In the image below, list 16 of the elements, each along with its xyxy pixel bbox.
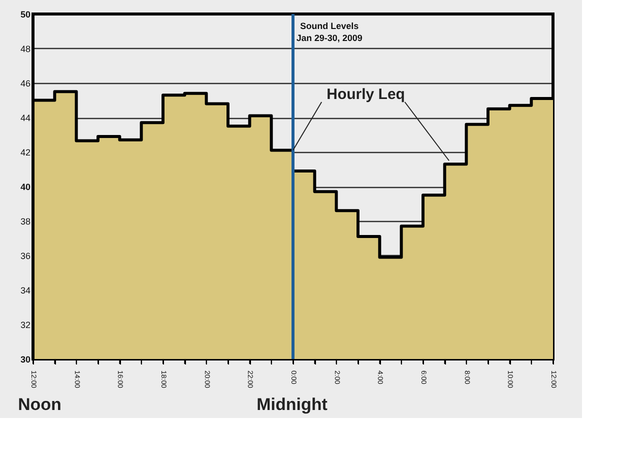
y-tick-label: 34 bbox=[20, 286, 30, 296]
y-tick-label: 36 bbox=[20, 251, 30, 261]
text: Jan 29-30, 2009 bbox=[296, 33, 362, 43]
text: Midnight bbox=[256, 395, 328, 414]
y-tick-label: 32 bbox=[20, 320, 30, 330]
y-tick-label: 48 bbox=[20, 44, 30, 54]
y-tick-label: 44 bbox=[20, 113, 30, 123]
y-tick-label: 50 bbox=[20, 10, 30, 20]
text: Sound Levels bbox=[300, 21, 359, 31]
y-tick-label: 30 bbox=[20, 354, 30, 364]
annotation: Hourly Leq bbox=[326, 86, 405, 103]
y-tick-label: 42 bbox=[20, 148, 30, 158]
text: Noon bbox=[18, 395, 62, 414]
y-tick-label: 40 bbox=[20, 182, 30, 192]
y-tick-label: 46 bbox=[20, 78, 30, 88]
y-tick-label: 38 bbox=[20, 216, 30, 226]
